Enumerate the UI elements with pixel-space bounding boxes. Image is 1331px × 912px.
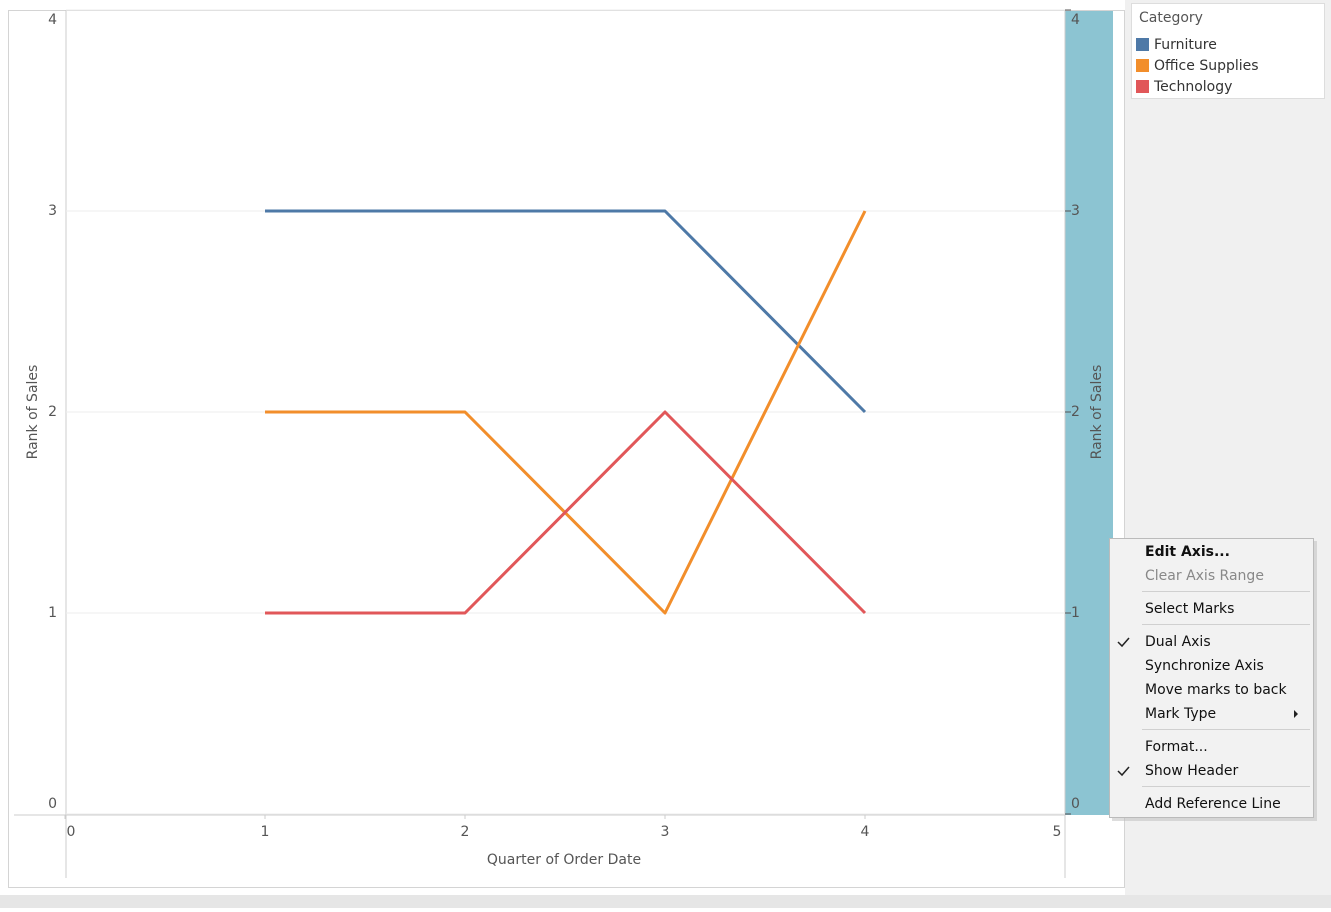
y-tick-label: 1 (48, 605, 57, 621)
menu-box (1109, 538, 1314, 818)
legend (1131, 3, 1325, 99)
menu-item[interactable]: Dual Axis (1145, 634, 1211, 650)
x-tick-label: 0 (67, 824, 76, 840)
submenu-arrow (1294, 710, 1298, 718)
legend-swatch (1136, 38, 1149, 51)
x-tick-label: 4 (861, 824, 870, 840)
x-tick-label: 2 (461, 824, 470, 840)
y2-axis-label: Rank of Sales (1089, 365, 1105, 460)
menu-item[interactable]: Format... (1145, 739, 1208, 755)
y-tick-label: 0 (48, 796, 57, 812)
chart-pane (8, 10, 1125, 888)
menu-item[interactable]: Synchronize Axis (1145, 658, 1264, 674)
legend-title: Category (1139, 10, 1203, 26)
menu-item[interactable]: Show Header (1145, 763, 1238, 779)
x-tick-label: 1 (261, 824, 270, 840)
menu-item[interactable]: Move marks to back (1145, 682, 1287, 698)
legend-label: Office Supplies (1154, 58, 1259, 74)
series-line (265, 209, 867, 414)
legend-swatch (1136, 59, 1149, 72)
context-menu: Edit Axis... Clear Axis Range Select Marks… (1109, 538, 1317, 821)
y2-tick-label: 2 (1071, 404, 1080, 420)
menu-item[interactable]: Select Marks (1145, 601, 1234, 617)
check-mark (1117, 637, 1130, 648)
y2-tick-label: 4 (1071, 12, 1080, 28)
legend-label: Technology (1153, 79, 1232, 95)
y-tick-label: 4 (48, 12, 57, 28)
axis-highlight[interactable] (1065, 11, 1113, 815)
legend-label: Furniture (1154, 37, 1217, 53)
y2-tick-label: 1 (1071, 605, 1080, 621)
legend-swatch (1136, 80, 1149, 93)
menu-item[interactable]: Add Reference Line (1145, 796, 1281, 812)
x-tick-label: 5 (1053, 824, 1062, 840)
y-tick-label: 2 (48, 404, 57, 420)
tab-bar (0, 895, 1331, 908)
menu-item[interactable]: Mark Type (1145, 706, 1216, 722)
menu-item: Clear Axis Range (1145, 568, 1264, 584)
y-axis-label: Rank of Sales (25, 365, 41, 460)
x-axis-label: Quarter of Order Date (487, 852, 641, 868)
y-tick-label: 3 (48, 203, 57, 219)
menu-item[interactable]: Edit Axis... (1145, 544, 1230, 560)
series-line (265, 410, 867, 615)
x-tick-label: 3 (661, 824, 670, 840)
check-mark (1117, 766, 1130, 777)
y2-tick-label: 3 (1071, 203, 1080, 219)
y2-tick-label: 0 (1071, 796, 1080, 812)
